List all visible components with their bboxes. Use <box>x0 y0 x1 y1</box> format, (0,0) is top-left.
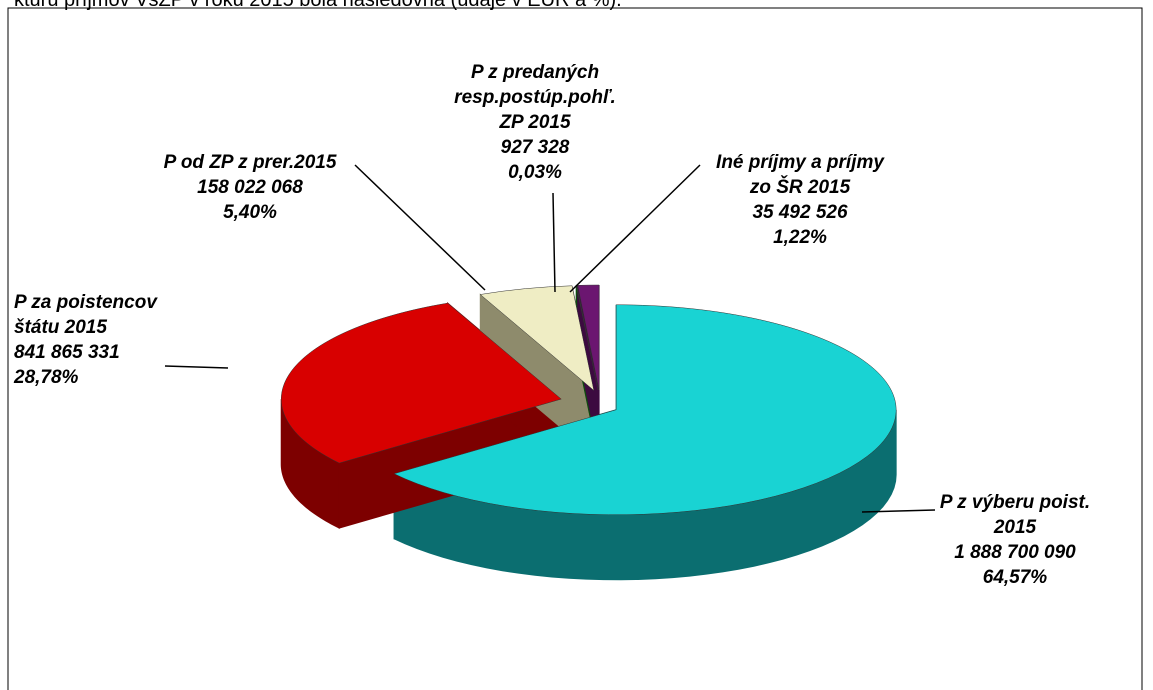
data-label: 1 888 700 090 <box>954 542 1076 563</box>
slice <box>393 304 897 515</box>
data-label: 5,40% <box>223 202 277 223</box>
data-label: 2015 <box>993 517 1037 538</box>
leader-line <box>552 192 556 293</box>
data-label: zo ŠR 2015 <box>749 176 851 198</box>
data-label: P za poistencov <box>14 292 158 313</box>
data-label: P z predaných <box>471 62 599 83</box>
data-label: P z výberu poist. <box>940 492 1090 513</box>
data-label: 35 492 526 <box>752 202 848 223</box>
data-label: ZP 2015 <box>498 112 571 133</box>
data-label: 0,03% <box>508 162 562 183</box>
data-label: resp.postúp.pohľ. <box>454 87 616 108</box>
data-label: 1,22% <box>773 227 827 248</box>
leader-line <box>354 164 486 291</box>
chart-frame <box>7 7 1143 690</box>
data-label: 841 865 331 <box>14 342 120 363</box>
data-label: P od ZP z prer.2015 <box>164 152 337 173</box>
data-label: Iné príjmy a príjmy <box>716 152 885 173</box>
slice <box>479 285 595 392</box>
leader-line <box>164 365 229 369</box>
data-label: 158 022 068 <box>197 177 303 198</box>
data-label: 64,57% <box>983 567 1048 588</box>
heading: kturu príjmov VšZP v roku 2015 bola nasl… <box>14 0 622 11</box>
pie-tops <box>281 284 897 515</box>
leader-line <box>861 509 936 513</box>
data-label: 927 328 <box>501 137 570 158</box>
data-label: 28,78% <box>13 367 79 388</box>
leader-line <box>569 164 701 293</box>
data-label: štátu 2015 <box>14 317 107 338</box>
slice <box>281 302 562 464</box>
